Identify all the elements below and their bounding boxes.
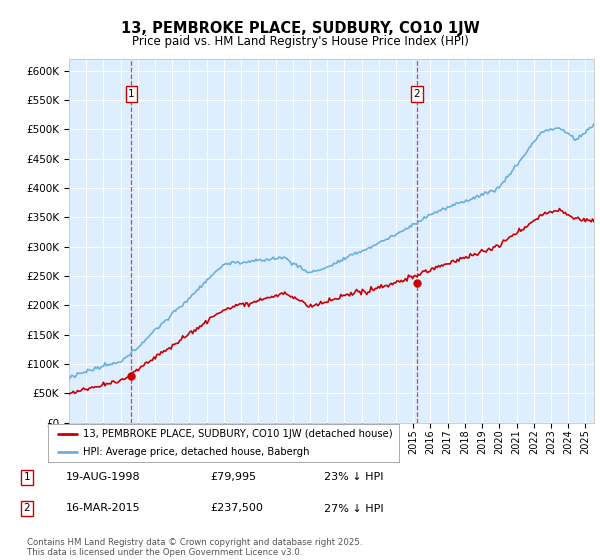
Text: 1: 1 [128,89,135,99]
Text: 1: 1 [23,472,31,482]
Text: 16-MAR-2015: 16-MAR-2015 [66,503,140,514]
Text: Price paid vs. HM Land Registry's House Price Index (HPI): Price paid vs. HM Land Registry's House … [131,35,469,48]
Text: £237,500: £237,500 [210,503,263,514]
Text: 19-AUG-1998: 19-AUG-1998 [66,472,140,482]
Text: 13, PEMBROKE PLACE, SUDBURY, CO10 1JW (detached house): 13, PEMBROKE PLACE, SUDBURY, CO10 1JW (d… [83,429,393,439]
Text: 13, PEMBROKE PLACE, SUDBURY, CO10 1JW: 13, PEMBROKE PLACE, SUDBURY, CO10 1JW [121,21,479,36]
Text: 23% ↓ HPI: 23% ↓ HPI [324,472,383,482]
Text: 27% ↓ HPI: 27% ↓ HPI [324,503,383,514]
Text: Contains HM Land Registry data © Crown copyright and database right 2025.
This d: Contains HM Land Registry data © Crown c… [27,538,362,557]
Text: 2: 2 [413,89,420,99]
Text: 2: 2 [23,503,31,514]
Text: HPI: Average price, detached house, Babergh: HPI: Average price, detached house, Babe… [83,447,310,457]
Text: £79,995: £79,995 [210,472,256,482]
